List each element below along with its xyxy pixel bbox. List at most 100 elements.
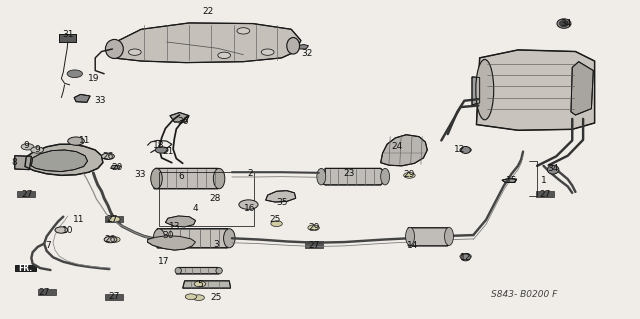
Ellipse shape (317, 168, 326, 185)
Ellipse shape (106, 40, 124, 58)
Circle shape (156, 147, 168, 153)
Ellipse shape (461, 254, 470, 261)
Polygon shape (74, 94, 90, 102)
Text: 24: 24 (391, 142, 403, 151)
Circle shape (239, 200, 258, 209)
Circle shape (104, 236, 117, 243)
Text: 8: 8 (12, 158, 18, 167)
Polygon shape (111, 165, 121, 169)
Text: 26: 26 (105, 235, 116, 244)
Text: 9: 9 (24, 141, 29, 150)
Circle shape (185, 294, 196, 300)
Ellipse shape (461, 146, 470, 153)
Circle shape (460, 254, 471, 259)
Text: 34: 34 (547, 164, 559, 173)
Text: 9: 9 (35, 145, 40, 154)
Polygon shape (502, 179, 516, 182)
Text: 25: 25 (211, 293, 222, 302)
Text: 18: 18 (154, 141, 165, 150)
Text: 2: 2 (247, 169, 253, 178)
Text: 11: 11 (79, 136, 91, 145)
Polygon shape (182, 281, 230, 288)
Polygon shape (148, 236, 195, 250)
Text: 27: 27 (308, 241, 319, 250)
Text: 34: 34 (560, 19, 572, 28)
Ellipse shape (213, 168, 225, 189)
Ellipse shape (175, 268, 181, 274)
Polygon shape (154, 168, 221, 189)
Polygon shape (305, 241, 323, 248)
Polygon shape (15, 265, 36, 271)
Ellipse shape (559, 20, 568, 27)
Polygon shape (536, 191, 554, 197)
Text: 27: 27 (107, 215, 118, 224)
Ellipse shape (557, 19, 571, 28)
Circle shape (404, 173, 415, 178)
Ellipse shape (287, 38, 300, 54)
Text: 27: 27 (539, 190, 550, 199)
Text: 33: 33 (94, 96, 106, 105)
Ellipse shape (381, 168, 390, 185)
Ellipse shape (547, 165, 559, 174)
Text: 23: 23 (343, 169, 355, 178)
Circle shape (218, 52, 230, 58)
Polygon shape (571, 62, 593, 115)
Circle shape (308, 225, 319, 231)
Polygon shape (408, 228, 451, 246)
Circle shape (261, 49, 274, 55)
Polygon shape (15, 156, 31, 170)
Text: 31: 31 (62, 30, 74, 39)
Circle shape (271, 221, 282, 226)
Text: S843- B0200 F: S843- B0200 F (492, 290, 557, 299)
Ellipse shape (223, 229, 235, 248)
Polygon shape (60, 34, 76, 42)
Ellipse shape (406, 227, 415, 245)
Polygon shape (266, 191, 296, 202)
Text: 13: 13 (169, 222, 180, 231)
Circle shape (109, 237, 120, 242)
Polygon shape (106, 216, 124, 222)
Polygon shape (31, 150, 88, 172)
Text: FR.: FR. (18, 263, 32, 273)
Text: 30: 30 (163, 231, 174, 240)
Polygon shape (157, 229, 232, 248)
Circle shape (129, 49, 141, 55)
Circle shape (31, 147, 44, 153)
Text: 27: 27 (109, 292, 120, 301)
Text: 12: 12 (460, 253, 471, 262)
Text: 27: 27 (22, 190, 33, 199)
Circle shape (68, 137, 84, 145)
Text: 12: 12 (454, 145, 465, 154)
Text: 7: 7 (45, 241, 51, 250)
Circle shape (55, 227, 68, 233)
Ellipse shape (154, 229, 165, 248)
Text: 27: 27 (38, 288, 50, 297)
Text: 35: 35 (276, 198, 287, 207)
Text: 3: 3 (214, 240, 220, 249)
Circle shape (460, 147, 471, 153)
Text: 22: 22 (203, 7, 214, 16)
Text: 14: 14 (407, 241, 419, 250)
Circle shape (21, 144, 34, 150)
Polygon shape (17, 191, 35, 197)
Ellipse shape (151, 168, 163, 189)
Bar (159, 172, 253, 226)
Text: 29: 29 (308, 223, 319, 232)
Text: 11: 11 (73, 215, 84, 224)
Ellipse shape (445, 227, 454, 245)
Polygon shape (25, 144, 103, 175)
Circle shape (67, 70, 83, 78)
Polygon shape (296, 45, 308, 49)
Polygon shape (166, 216, 195, 227)
Text: 4: 4 (193, 204, 198, 213)
Text: 16: 16 (244, 204, 255, 213)
Text: 17: 17 (158, 257, 170, 266)
Text: 5: 5 (197, 279, 203, 288)
Polygon shape (176, 268, 219, 274)
Text: 33: 33 (134, 170, 146, 179)
Text: 6: 6 (178, 173, 184, 182)
Ellipse shape (476, 59, 493, 120)
Text: 25: 25 (269, 215, 281, 224)
Polygon shape (113, 23, 301, 63)
Text: 21: 21 (163, 147, 173, 156)
